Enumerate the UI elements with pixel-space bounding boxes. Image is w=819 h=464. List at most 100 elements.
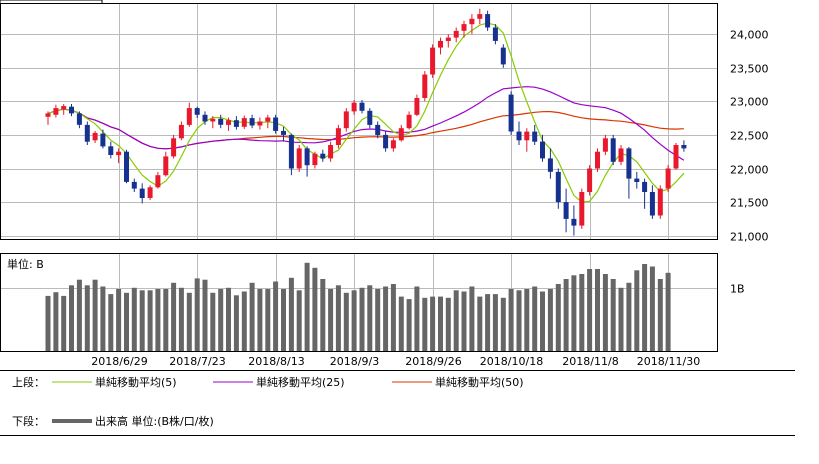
candle-body: [673, 145, 679, 169]
candle-body: [226, 120, 231, 125]
candle-body: [61, 106, 67, 110]
volume-bar: [210, 292, 216, 351]
candle-body: [649, 192, 655, 216]
candle-body: [579, 192, 585, 226]
candle-body: [320, 153, 326, 159]
candle-body: [406, 114, 412, 129]
volume-bar: [108, 294, 114, 351]
volume-bar: [69, 285, 74, 351]
volume-bar: [226, 287, 231, 351]
x-tick-label: 2018/9/3: [330, 355, 379, 368]
volume-bar: [257, 289, 263, 351]
x-tick-label: 2018/6/29: [91, 355, 147, 368]
volume-bar: [634, 270, 640, 351]
volume-bar: [649, 266, 655, 351]
candle-body: [265, 117, 271, 122]
volume-bar: [398, 296, 404, 351]
candle-body: [84, 124, 90, 142]
volume-bar: [265, 289, 271, 351]
candle-body: [281, 130, 286, 135]
candle-body: [547, 158, 553, 172]
candle-body: [485, 14, 491, 28]
candle-body: [296, 148, 302, 169]
candle-body: [45, 113, 51, 117]
volume-bar: [492, 294, 498, 351]
x-tick-label: 2018/10/18: [480, 355, 543, 368]
price-y-tick: 24,000: [730, 29, 769, 42]
volume-bar: [194, 278, 200, 351]
candle-body: [657, 188, 663, 216]
candle-body: [257, 121, 263, 126]
volume-bar: [178, 287, 184, 351]
volume-bar: [445, 297, 451, 351]
price-y-tick: 23,000: [730, 96, 769, 109]
candlestick-series: [45, 8, 687, 236]
candle-body: [288, 134, 294, 169]
candle-body: [335, 128, 341, 145]
candle-body: [218, 118, 224, 125]
candle-body: [571, 218, 577, 226]
candle-body: [116, 151, 122, 156]
x-tick-label: 2018/8/13: [248, 355, 304, 368]
volume-panel: [0, 253, 718, 352]
candle-body: [312, 153, 318, 166]
candle-body: [540, 141, 545, 159]
candle-body: [92, 132, 98, 141]
candle-body: [414, 98, 420, 115]
volume-bar: [281, 289, 286, 351]
volume-bar: [453, 290, 459, 351]
volume-bar: [320, 279, 326, 351]
candle-body: [453, 30, 459, 38]
volume-bar: [532, 286, 538, 351]
legend: 上段： 単純移動平均(5) 単純移動平均(25) 単純移動平均(50) 下段： …: [0, 370, 795, 436]
candle-body: [171, 138, 177, 157]
volume-bar: [579, 274, 585, 351]
candle-body: [681, 145, 687, 149]
volume-bar: [100, 286, 106, 351]
volume-bar: [367, 285, 373, 351]
volume-bar: [595, 269, 600, 351]
volume-bar: [273, 281, 279, 351]
volume-bar: [430, 296, 436, 351]
volume-bar: [45, 295, 51, 351]
volume-bar: [147, 290, 153, 351]
candle-body: [76, 113, 82, 125]
candle-body: [516, 131, 522, 141]
candle-body: [139, 188, 145, 198]
candle-body: [555, 171, 561, 203]
volume-bar: [485, 294, 491, 351]
volume-bar: [328, 289, 334, 351]
candle-body: [595, 151, 600, 169]
candle-body: [477, 14, 483, 19]
ma25-series: [47, 86, 685, 161]
candle-body: [398, 128, 404, 141]
volume-bar: [359, 287, 365, 351]
candle-body: [469, 18, 475, 25]
candle-body: [626, 148, 632, 179]
volume-bar: [642, 264, 648, 351]
candle-body: [634, 178, 640, 182]
candle-body: [202, 114, 208, 122]
volume-bar: [53, 292, 59, 351]
volume-bar: [343, 292, 349, 351]
volume-bar: [61, 295, 67, 351]
volume-bar: [626, 282, 632, 351]
volume-bar: [587, 269, 593, 351]
candle-body: [100, 133, 106, 147]
candle-body: [665, 168, 671, 189]
volume-bar: [469, 286, 475, 351]
candle-body: [194, 108, 200, 115]
volume-bar: [571, 275, 577, 351]
volume-bar: [124, 292, 129, 351]
volume-bar: [155, 289, 161, 351]
candle-body: [438, 40, 443, 48]
volume-unit-label: 単位: B: [7, 257, 44, 271]
volume-bar: [438, 296, 443, 351]
volume-bar: [500, 297, 506, 351]
volume-bar: [461, 291, 467, 351]
candle-body: [186, 108, 192, 125]
volume-bar: [406, 299, 412, 351]
ma25-line: [47, 86, 685, 161]
volume-bar: [288, 277, 294, 351]
